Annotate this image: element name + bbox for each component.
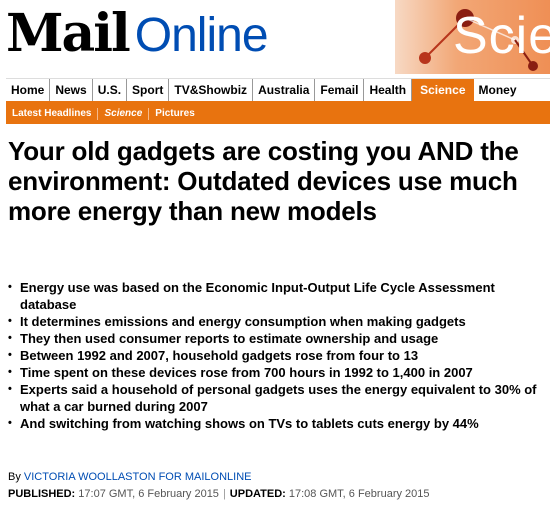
nav-item-sport[interactable]: Sport — [127, 79, 170, 101]
subnav-item-pictures[interactable]: Pictures — [155, 108, 195, 119]
summary-bullet: Energy use was based on the Economic Inp… — [8, 279, 538, 313]
nav-item-tv-showbiz[interactable]: TV&Showbiz — [169, 79, 254, 101]
summary-bullet: Between 1992 and 2007, household gadgets… — [8, 347, 538, 364]
published-date: 17:07 GMT, 6 February 2015 — [78, 488, 219, 500]
updated-date: 17:08 GMT, 6 February 2015 — [288, 488, 430, 500]
nav-item-u-s[interactable]: U.S. — [93, 79, 128, 101]
molecule-illustration — [419, 9, 538, 71]
byline-prefix: By — [8, 471, 21, 483]
subnav-item-latest-headlines[interactable]: Latest Headlines — [6, 108, 99, 120]
logo-mail-text: Mail — [6, 3, 131, 64]
summary-bullet: They then used consumer reports to estim… — [8, 330, 538, 347]
science-section-banner: Scie — [395, 0, 550, 74]
article-headline: Your old gadgets are costing you AND the… — [8, 136, 519, 226]
main-nav: Home News U.S. Sport TV&Showbiz Australia Fema… — [6, 78, 550, 104]
masthead: Mail Online Scie — [0, 0, 550, 74]
summary-bullet: Time spent on these devices rose from 70… — [8, 364, 538, 381]
author-link[interactable]: VICTORIA WOOLLASTON FOR MAILONLINE — [23, 471, 252, 483]
logo-online-text: Online — [134, 9, 269, 62]
article-dates: PUBLISHED: 17:07 GMT, 6 February 2015 | UP… — [8, 488, 430, 500]
science-banner-word: Scie — [453, 7, 550, 65]
summary-bullet: It determines emissions and energy consu… — [8, 313, 538, 330]
nav-item-news[interactable]: News — [50, 79, 93, 101]
nav-item-australia[interactable]: Australia — [253, 79, 316, 101]
nav-item-femail[interactable]: Femail — [315, 79, 365, 101]
nav-item-health[interactable]: Health — [364, 79, 413, 101]
mailonline-logo[interactable]: Mail Online — [6, 3, 269, 66]
subnav-item-science[interactable]: Science — [98, 108, 150, 120]
sub-nav: Latest Headlines Science Pictures — [6, 104, 550, 124]
nav-item-home[interactable]: Home — [6, 79, 51, 101]
summary-bullet: And switching from watching shows on TVs… — [8, 415, 538, 432]
updated-label: UPDATED: — [229, 488, 286, 500]
article-summary-list: Energy use was based on the Economic Inp… — [8, 279, 538, 432]
nav-item-money[interactable]: Money — [478, 83, 517, 97]
nav-item-science[interactable]: Science — [412, 79, 474, 101]
byline: By VICTORIA WOOLLASTON FOR MAILONLINE — [8, 470, 252, 484]
summary-bullet: Experts said a household of personal gad… — [8, 381, 538, 415]
published-label: PUBLISHED: — [8, 488, 76, 500]
